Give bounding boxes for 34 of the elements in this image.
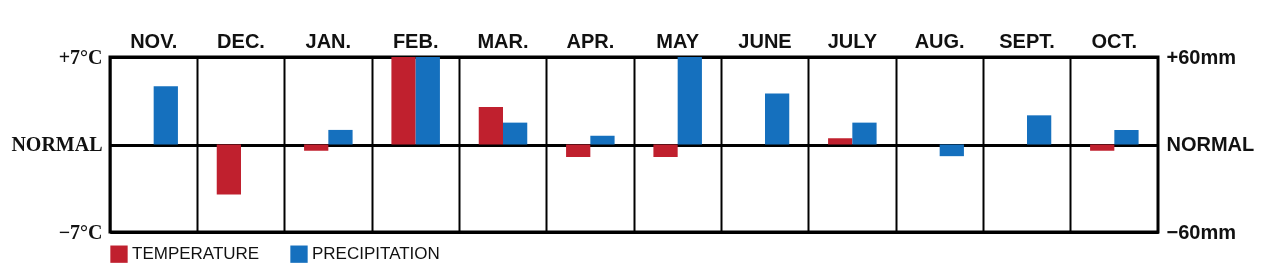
x-tick-label: APR. — [566, 29, 615, 52]
bar — [653, 144, 678, 157]
x-tick-label: JUNE — [738, 29, 792, 52]
x-tick-label: NOV. — [130, 29, 178, 52]
bar — [590, 135, 615, 145]
bar — [939, 144, 964, 157]
y2-tick-label: +60mm — [1166, 45, 1236, 68]
y2-tick-label: −60mm — [1166, 220, 1236, 243]
legend-label: PRECIPITATION — [312, 244, 440, 264]
x-tick-label: FEB. — [392, 29, 439, 52]
bar — [216, 144, 241, 195]
bar — [153, 86, 178, 145]
bar — [1114, 129, 1139, 145]
y2-tick-label: NORMAL — [1166, 133, 1255, 155]
bar — [328, 129, 353, 145]
x-tick-label: DEC. — [217, 29, 265, 52]
y-tick-label: +7°C — [58, 45, 103, 68]
x-tick-label: JULY — [827, 29, 878, 52]
bar — [1090, 144, 1115, 151]
bar — [677, 57, 702, 145]
x-tick-label: MAY — [656, 29, 700, 52]
bar — [765, 93, 790, 145]
x-tick-label: MAR. — [477, 29, 529, 52]
y-tick-label: NORMAL — [11, 133, 103, 155]
y-tick-label: −7°C — [58, 220, 103, 243]
x-tick-label: OCT. — [1091, 29, 1138, 52]
bar — [852, 122, 877, 145]
bar — [566, 144, 591, 157]
x-tick-label: AUG. — [914, 29, 965, 52]
legend-label: TEMPERATURE — [132, 244, 260, 264]
bar — [1027, 115, 1052, 145]
x-tick-label: SEPT. — [999, 29, 1055, 52]
bar — [304, 144, 329, 151]
x-tick-label: JAN. — [305, 29, 352, 52]
